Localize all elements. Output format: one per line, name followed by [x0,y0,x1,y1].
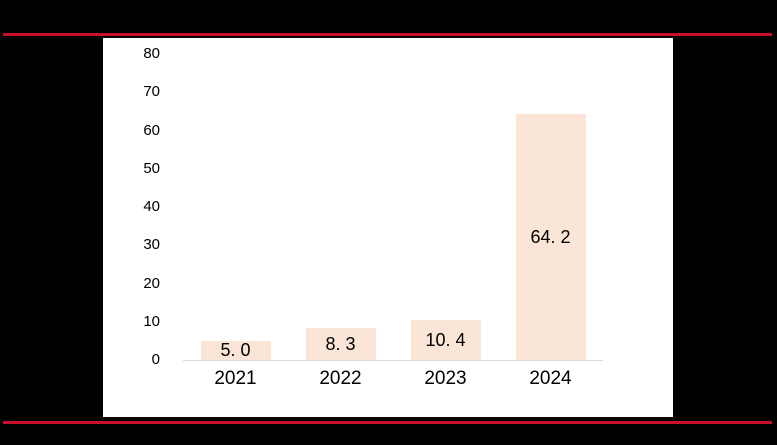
y-axis-tick-label-60: 60 [143,121,160,139]
y-axis-tick-label-10: 10 [143,312,160,330]
y-axis-tick-label-0: 0 [151,351,160,368]
top-horizontal-rule [3,33,772,36]
y-axis-tick-label-80: 80 [143,45,160,62]
y-axis-tick-label-40: 40 [143,198,160,215]
x-axis-label-2021: 2021 [214,368,257,389]
x-axis-label-2024: 2024 [529,368,572,389]
x-axis-label-2023: 2023 [424,368,467,389]
y-axis-tick-label-20: 20 [143,274,160,292]
chart-panel: 0 10 20 30 40 50 60 70 80 5. 0 8. 3 10. 4 64. 2 202… [103,38,673,417]
bar-value-label-2022: 8. 3 [325,334,356,355]
bar-2023 [410,320,481,360]
x-axis-line [183,359,603,361]
x-axis-label-2022: 2022 [319,368,362,389]
y-axis-tick-label-70: 70 [143,83,160,101]
bottom-horizontal-rule [3,421,772,424]
bar-2022 [305,328,376,360]
bar-value-label-2023: 10. 4 [425,330,466,351]
bar-2024 [515,114,586,360]
bar-value-label-2024: 64. 2 [530,227,571,248]
bar-2021 [200,340,271,360]
y-axis-tick-label-50: 50 [143,159,160,177]
y-axis-tick-label-30: 30 [143,236,160,254]
bar-value-label-2021: 5. 0 [220,340,251,361]
